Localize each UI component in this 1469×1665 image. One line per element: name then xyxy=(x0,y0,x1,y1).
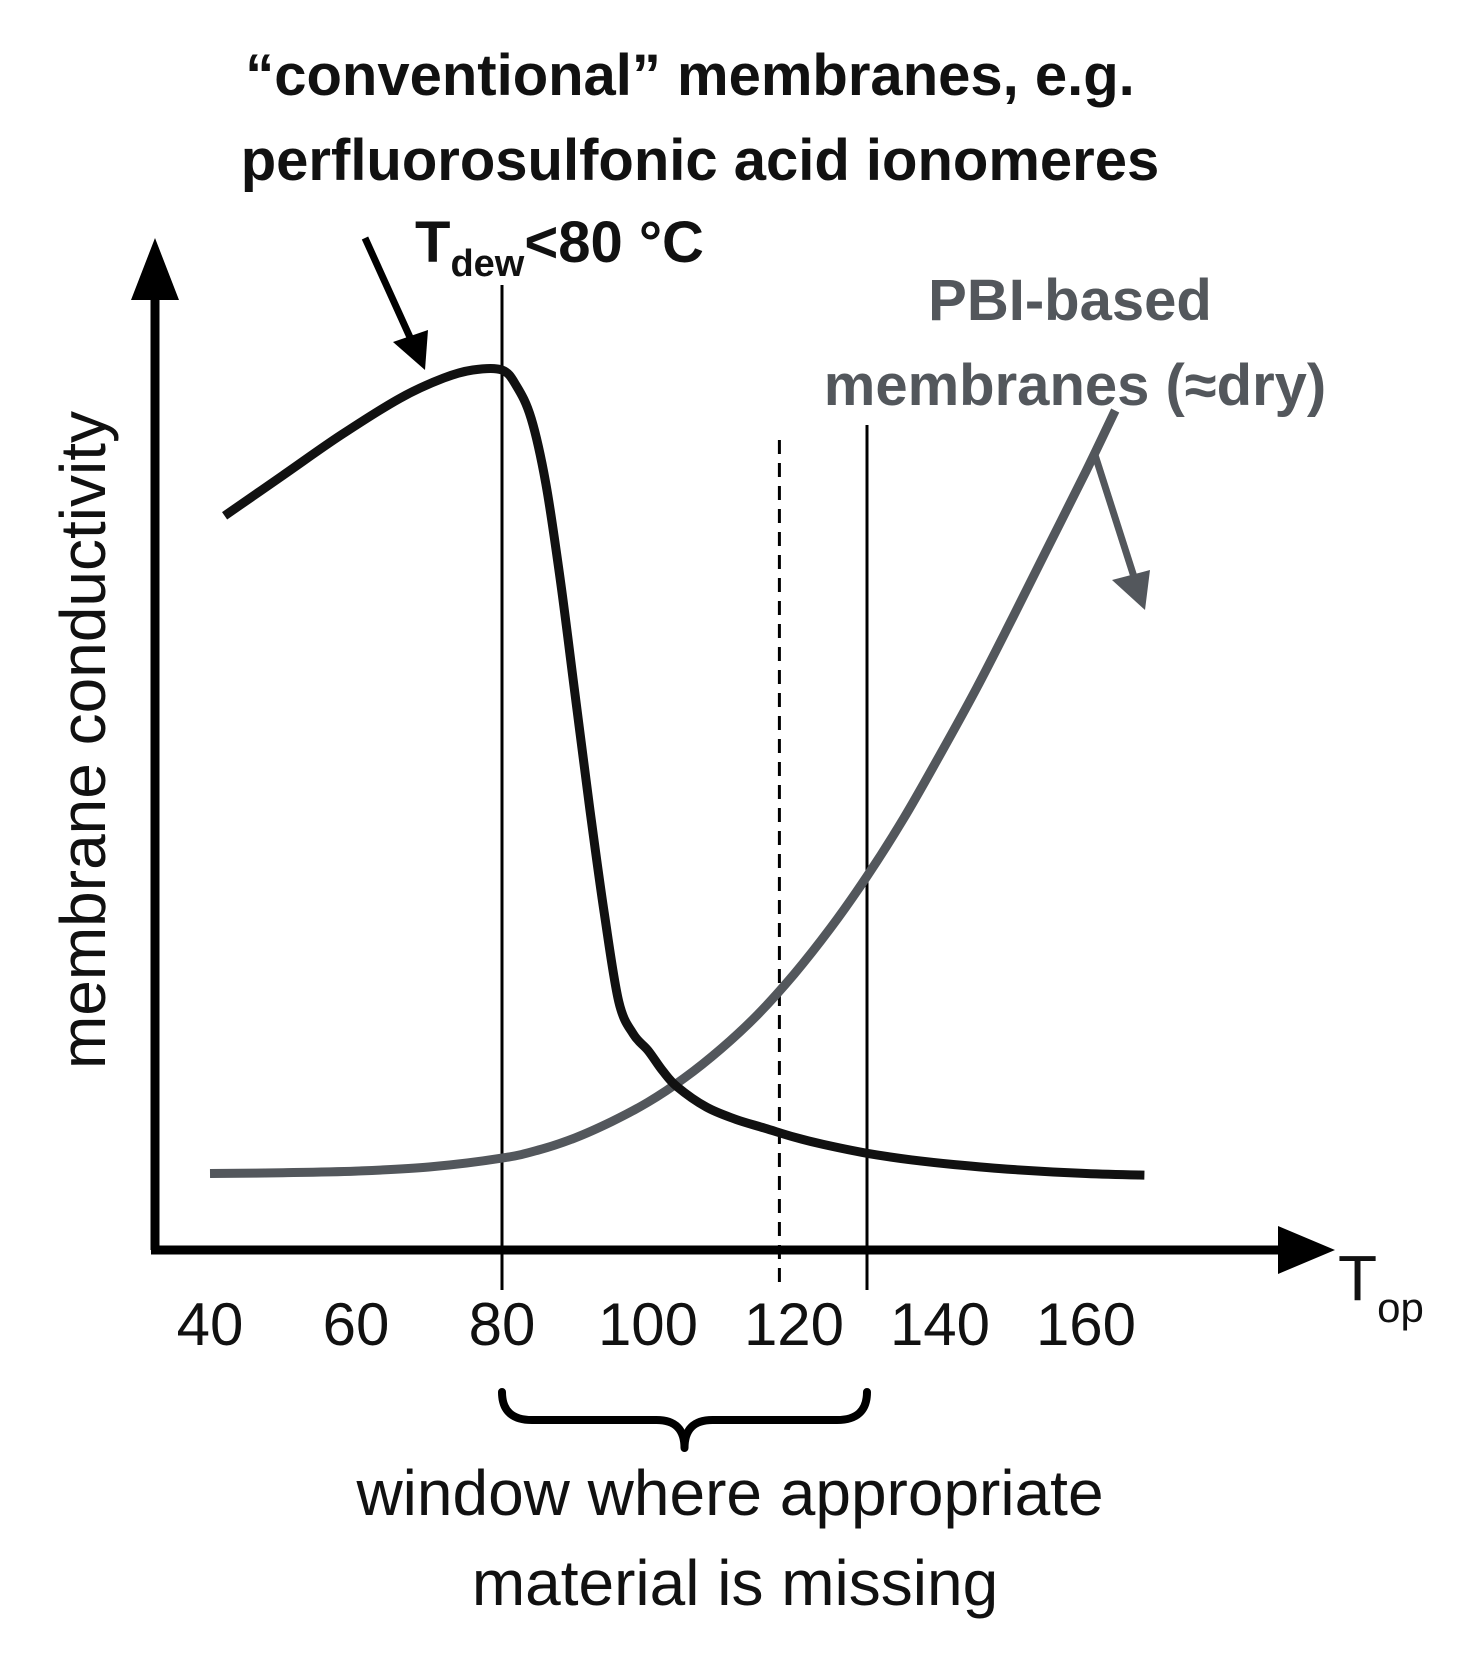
x-axis-label-sub: op xyxy=(1377,1284,1424,1331)
conventional-label-line1: “conventional” membranes, e.g. xyxy=(245,43,1135,108)
pbi-label-line2: membranes (≈dry) xyxy=(824,353,1326,418)
x-tick-label-100: 100 xyxy=(598,1291,698,1358)
series-conventional xyxy=(222,363,1145,1180)
x-tick-label-120: 120 xyxy=(744,1291,844,1358)
tdew-main: T xyxy=(415,210,450,275)
conventional-arrow xyxy=(361,236,422,357)
x-tick-labels: 40 60 80 100 120 140 160 xyxy=(177,1291,1136,1358)
conventional-label-line2: perfluorosulfonic acid ionomeres xyxy=(241,128,1159,193)
pbi-label-line1: PBI-based xyxy=(928,268,1212,333)
x-tick-label-60: 60 xyxy=(323,1291,390,1358)
tdew-rest: <80 °C xyxy=(524,210,704,275)
window-label-line2: material is missing xyxy=(472,1547,998,1619)
x-tick-label-40: 40 xyxy=(177,1291,244,1358)
series-pbi xyxy=(209,408,1120,1179)
x-axis-label-main: T xyxy=(1338,1242,1377,1314)
x-tick-label-140: 140 xyxy=(890,1291,990,1358)
window-bracket xyxy=(498,1388,871,1452)
window-label-line1: window where appropriate xyxy=(355,1457,1103,1529)
pbi-arrow-head xyxy=(1112,570,1150,610)
y-axis-label: membrane conductivity xyxy=(47,411,119,1069)
conventional-arrow-head xyxy=(393,330,428,370)
tdew-label: Tdew<80 °C xyxy=(415,210,704,285)
tdew-sub: dew xyxy=(450,243,524,285)
reference-lines xyxy=(500,285,869,1290)
x-tick-label-160: 160 xyxy=(1036,1291,1136,1358)
x-tick-label-80: 80 xyxy=(469,1291,536,1358)
series-lines xyxy=(209,363,1145,1180)
pbi-arrow xyxy=(1091,453,1139,582)
x-axis-label: Top xyxy=(1338,1242,1424,1331)
x-axis-arrowhead xyxy=(1278,1226,1335,1274)
y-axis-arrowhead xyxy=(131,238,179,300)
